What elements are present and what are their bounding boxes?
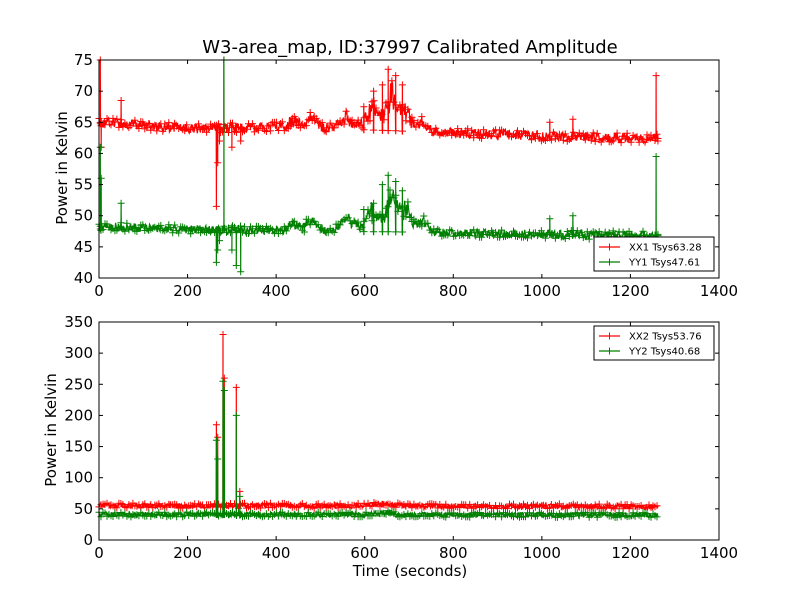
legend-item-2: YY1 Tsys47.61 [599, 258, 700, 269]
y-tick-label: 55 [74, 176, 93, 194]
series-2 [95, 377, 661, 521]
y-tick-label: 100 [64, 469, 93, 487]
bottom-legend: XX2 Tsys53.76 YY2 Tsys40.68 [593, 325, 715, 361]
x-tick-label: 800 [439, 282, 468, 300]
y-tick-label: 150 [64, 438, 93, 456]
y-tick-label: 65 [74, 113, 93, 131]
top-y-axis-label: Power in Kelvin [53, 111, 71, 225]
y-tick-label: 0 [83, 531, 93, 549]
legend-marker [606, 243, 613, 251]
y-tick-label: 70 [74, 82, 93, 100]
x-tick-label: 1200 [611, 544, 649, 562]
x-tick-label: 600 [350, 282, 379, 300]
legend-label: YY1 Tsys47.61 [628, 258, 700, 269]
x-tick-label: 1000 [523, 282, 561, 300]
legend-marker [606, 347, 613, 355]
y-tick-label: 40 [74, 269, 93, 287]
y-tick-label: 50 [74, 207, 93, 225]
bottom-panel: Power in Kelvin Time (seconds) 0 200 400 60… [42, 313, 738, 580]
y-tick-label: 60 [74, 144, 93, 162]
top-panel: W3-area_map, ID:37997 Calibrated Amplitu… [53, 37, 738, 300]
y-tick-label: 200 [64, 406, 93, 424]
y-tick-label: 250 [64, 375, 93, 393]
x-tick-label: 1200 [611, 282, 649, 300]
legend-marker [606, 332, 613, 340]
legend-item-2: YY2 Tsys40.68 [599, 347, 700, 358]
legend-item-1: XX1 Tsys63.28 [599, 243, 702, 254]
top-axes-frame [98, 59, 720, 279]
legend-label: XX2 Tsys53.76 [629, 332, 702, 343]
x-tick-label: 0 [94, 544, 104, 562]
y-tick-label: 50 [74, 500, 93, 518]
x-axis-label: Time (seconds) [352, 562, 468, 580]
top-ticks-layer: 0 200 400 600 800 1000 1200 1400 40 45 50 55 60 65 70 7… [74, 51, 738, 300]
legend-label: XX1 Tsys63.28 [629, 243, 702, 254]
x-tick-label: 1400 [700, 282, 738, 300]
x-tick-label: 200 [173, 544, 202, 562]
legend-marker [606, 258, 613, 266]
top-legend: XX1 Tsys63.28 YY1 Tsys47.61 [593, 236, 715, 272]
legend-item-1: XX2 Tsys53.76 [599, 332, 702, 343]
x-tick-label: 1000 [523, 544, 561, 562]
bottom-series-layer [95, 331, 661, 521]
bottom-ticks-layer: 0 200 400 600 800 1000 1200 1400 0 50 100 150 200 250… [64, 313, 738, 562]
bottom-axes-frame [98, 321, 720, 541]
x-tick-label: 1400 [700, 544, 738, 562]
x-tick-label: 400 [262, 282, 291, 300]
chart-title: W3-area_map, ID:37997 Calibrated Amplitu… [202, 37, 618, 58]
x-tick-label: 200 [173, 282, 202, 300]
legend-box [593, 236, 715, 272]
legend-box [593, 325, 715, 361]
x-tick-label: 0 [94, 282, 104, 300]
x-tick-label: 800 [439, 544, 468, 562]
x-tick-label: 600 [350, 544, 379, 562]
bottom-y-axis-label: Power in Kelvin [42, 373, 60, 487]
legend-label: YY2 Tsys40.68 [628, 347, 700, 358]
y-tick-label: 300 [64, 344, 93, 362]
series-1 [95, 331, 661, 513]
y-tick-label: 75 [74, 51, 93, 69]
y-tick-label: 350 [64, 313, 93, 331]
y-tick-label: 45 [74, 238, 93, 256]
x-tick-label: 400 [262, 544, 291, 562]
